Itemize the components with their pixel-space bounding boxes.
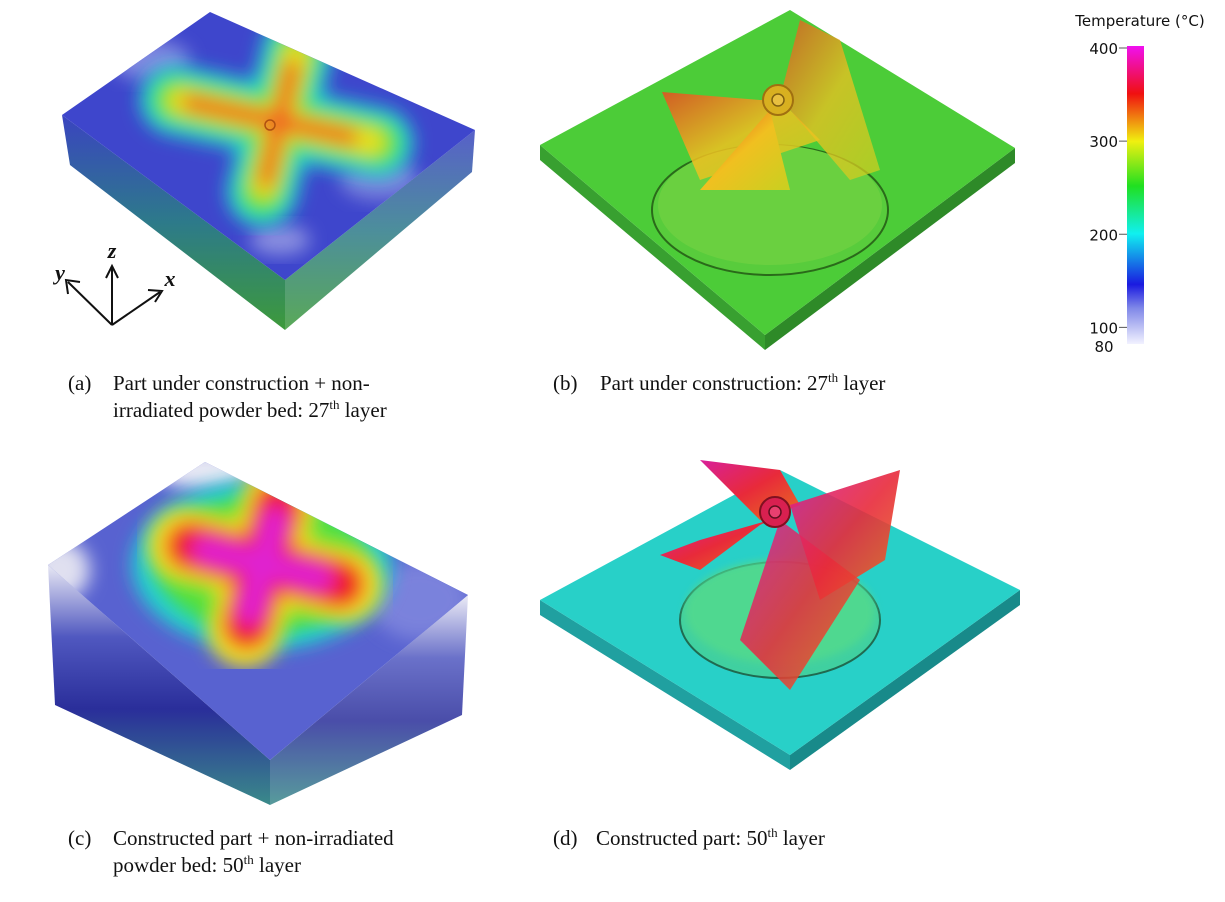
colorbar-tick-label: 100 bbox=[1089, 319, 1118, 337]
caption-segment: th bbox=[329, 397, 340, 412]
block-a bbox=[62, 12, 475, 330]
block-d bbox=[540, 460, 1020, 770]
caption-text: Constructed part: 50th layer bbox=[596, 825, 825, 850]
caption-segment: irradiated powder bed: 27 bbox=[113, 398, 329, 422]
caption-text: Constructed part + non-irradiated bbox=[113, 826, 394, 850]
colorbar-tick-label: 300 bbox=[1089, 133, 1118, 151]
colorbar bbox=[1127, 46, 1144, 344]
caption-segment: Part under construction: 27 bbox=[600, 371, 828, 395]
caption-segment: th bbox=[244, 852, 255, 867]
caption-segment: layer bbox=[339, 398, 386, 422]
block-b bbox=[540, 10, 1015, 350]
caption-segment: Constructed part + non-irradiated bbox=[113, 826, 394, 850]
caption-label: (d) bbox=[553, 826, 578, 850]
caption-segment: Constructed part: 50 bbox=[596, 826, 767, 850]
caption-label: (a) bbox=[68, 371, 91, 395]
caption-text: irradiated powder bed: 27th layer bbox=[113, 397, 387, 422]
colorbar-title: Temperature (°C) bbox=[1074, 12, 1204, 30]
caption-segment: th bbox=[767, 825, 778, 840]
caption-text: Part under construction: 27th layer bbox=[600, 370, 885, 395]
axis-label: z bbox=[107, 238, 117, 263]
caption-segment: Part under construction + non- bbox=[113, 371, 370, 395]
caption-text: powder bed: 50th layer bbox=[113, 852, 301, 877]
caption-segment: layer bbox=[838, 371, 885, 395]
colorbar-tick-label: 200 bbox=[1089, 226, 1118, 244]
axis-label: y bbox=[52, 260, 65, 285]
caption-text: Part under construction + non- bbox=[113, 371, 370, 395]
caption-segment: layer bbox=[778, 826, 825, 850]
block-c bbox=[48, 462, 468, 805]
axes-triad bbox=[64, 263, 164, 326]
colorbar-tick-label: 80 bbox=[1094, 338, 1113, 356]
caption-segment: powder bed: 50 bbox=[113, 853, 244, 877]
caption-label: (b) bbox=[553, 371, 578, 395]
caption-segment: th bbox=[828, 370, 839, 385]
caption-label: (c) bbox=[68, 826, 91, 850]
colorbar-tick-label: 400 bbox=[1089, 40, 1118, 58]
caption-segment: layer bbox=[254, 853, 301, 877]
axis-label: x bbox=[164, 266, 176, 291]
